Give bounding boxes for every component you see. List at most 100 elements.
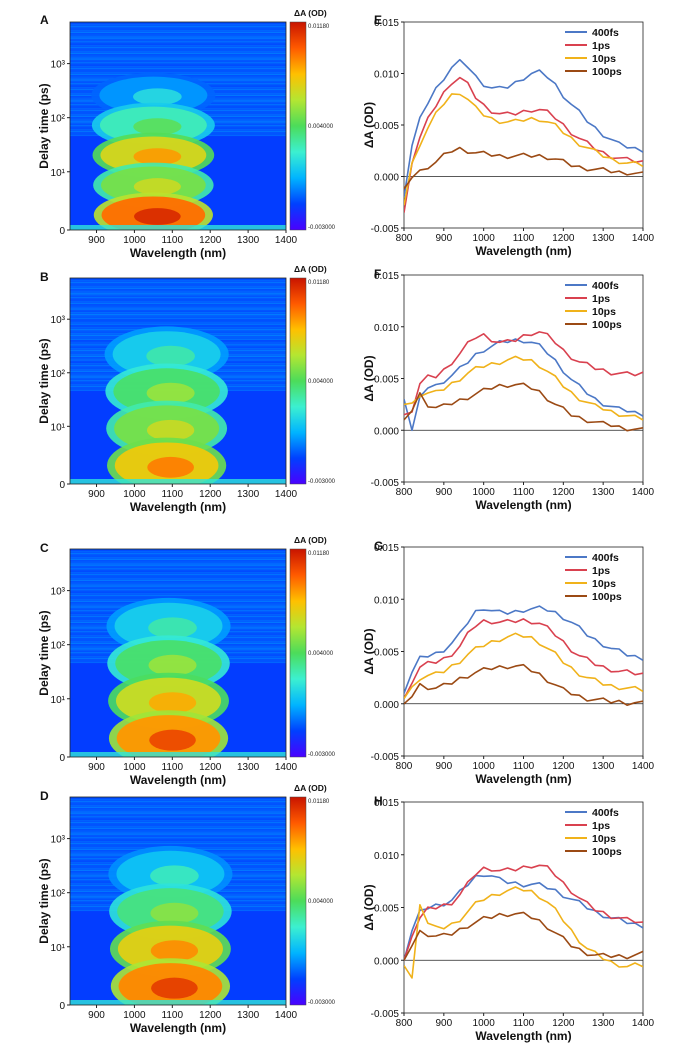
heatmap-band-core	[148, 654, 197, 676]
heatmap-scanline	[70, 804, 286, 807]
panel-label: C	[40, 541, 49, 555]
x-tick-label: 1100	[513, 233, 535, 244]
heatmap-scanline	[70, 46, 286, 49]
heatmap-scanline	[70, 840, 286, 843]
y-tick-label: -0.005	[371, 478, 400, 489]
heatmap-scanline	[70, 596, 286, 599]
heatmap-scanline	[70, 323, 286, 325]
x-tick-label: 1300	[237, 489, 260, 500]
heatmap-scanline	[70, 550, 286, 553]
y-tick-label: 0.005	[374, 648, 399, 659]
heatmap-scanline	[70, 54, 286, 57]
heatmap-scanline	[70, 594, 286, 597]
y-tick-label: 0.000	[374, 426, 399, 437]
heatmap-scanline	[70, 800, 286, 803]
heatmap-band-core	[150, 940, 199, 962]
legend-label: 1ps	[592, 820, 610, 832]
x-tick-label: 1300	[592, 233, 615, 244]
y-tick-label: 0	[59, 1001, 65, 1012]
y-tick-label: 10¹	[51, 168, 66, 179]
x-tick-label: 1400	[275, 489, 298, 500]
heatmap-scanline	[70, 833, 286, 835]
y-tick-label: 10²	[51, 114, 66, 125]
heatmap-scanline	[70, 37, 286, 39]
heatmap-scanline	[70, 585, 286, 587]
heatmap-scanline	[70, 315, 286, 318]
legend-label: 100ps	[592, 66, 622, 78]
colorbar-title: ΔA (OD)	[294, 264, 327, 274]
y-tick-label: 0	[59, 753, 65, 764]
x-tick-label: 1100	[513, 761, 535, 772]
x-tick-label: 900	[435, 233, 452, 244]
y-axis-title: Delay time (ps)	[37, 83, 51, 168]
heatmap-scanline	[70, 583, 286, 585]
x-tick-label: 900	[88, 1010, 105, 1021]
heatmap-scanline	[70, 554, 286, 557]
series-line-1ps	[404, 76, 643, 213]
heatmap-scanline	[70, 825, 286, 828]
heatmap-scanline	[70, 798, 286, 801]
spectrum-panel-F: F 800 900 1000 1100 1200 1300 1400 -0.005 0.000 0.…	[362, 267, 655, 512]
x-tick-label: 1100	[513, 1018, 535, 1029]
x-tick-label: 1000	[123, 489, 146, 500]
x-tick-label: 1200	[199, 235, 222, 246]
x-tick-label: 1200	[199, 1010, 222, 1021]
y-tick-label: 0.015	[374, 271, 399, 282]
heatmap-scanline	[70, 319, 286, 322]
x-tick-label: 800	[396, 233, 413, 244]
y-tick-label: 0	[59, 480, 65, 491]
y-tick-label: 0.010	[374, 851, 399, 862]
plot-frame	[69, 796, 287, 1006]
heatmap-band-core	[146, 345, 195, 367]
heatmap-scanline	[70, 571, 286, 574]
heatmap-scanline	[70, 808, 286, 811]
y-tick-label: 10¹	[51, 422, 66, 433]
y-tick-label: 10³	[51, 587, 66, 598]
heatmap-panel-D: D 900 1000 1100 1200 1300 1400 0 10¹ 10² 10³ Wavele…	[37, 783, 336, 1035]
heatmap-scanline	[70, 560, 286, 563]
heatmap-scanline	[70, 802, 286, 805]
heatmap-scanline	[70, 35, 286, 37]
panel-label: B	[40, 270, 49, 284]
heatmap-scanline	[70, 590, 286, 593]
y-tick-label: 10²	[51, 369, 66, 380]
heatmap-panel-B: B 900 1000 1100 1200 1300 1400 0 10¹ 10² 10³ Wavele…	[37, 264, 336, 514]
heatmap-scanline	[70, 317, 286, 320]
x-tick-label: 1000	[473, 233, 496, 244]
heatmap-scanline	[70, 291, 286, 293]
x-tick-label: 1400	[275, 1010, 298, 1021]
x-tick-label: 900	[88, 489, 105, 500]
x-tick-label: 1100	[162, 235, 184, 246]
series-line-400fs	[404, 605, 643, 694]
x-tick-label: 1200	[199, 762, 222, 773]
legend-label: 1ps	[592, 40, 610, 52]
x-tick-label: 900	[88, 235, 105, 246]
series-line-100ps	[404, 663, 643, 707]
series-line-1ps	[404, 864, 643, 961]
heatmap-band-core	[147, 456, 194, 478]
heatmap-time-zero	[70, 479, 286, 484]
heatmap-band-core	[151, 977, 198, 999]
heatmap-scanline	[70, 67, 286, 70]
heatmap-scanline	[70, 52, 286, 55]
colorbar-min-label: -0.003000	[308, 752, 336, 758]
x-tick-label: 1300	[237, 762, 260, 773]
heatmap-scanline	[70, 816, 286, 818]
x-axis-title: Wavelength (nm)	[130, 1021, 226, 1035]
x-tick-label: 1400	[632, 1018, 655, 1029]
y-tick-label: 0.010	[374, 323, 399, 334]
colorbar-mid-label: 0.004000	[308, 899, 334, 905]
legend-label: 1ps	[592, 293, 610, 305]
x-axis-title: Wavelength (nm)	[130, 500, 226, 514]
x-tick-label: 1400	[632, 487, 655, 498]
heatmap-scanline	[70, 29, 286, 32]
panel-label: G	[374, 539, 383, 553]
y-tick-label: 0.010	[374, 595, 399, 606]
legend-label: 10ps	[592, 306, 616, 318]
heatmap-scanline	[70, 842, 286, 845]
x-tick-label: 1400	[632, 761, 655, 772]
y-axis-title: Delay time (ps)	[37, 610, 51, 695]
colorbar-title: ΔA (OD)	[294, 535, 327, 545]
x-tick-label: 800	[396, 761, 413, 772]
y-axis-title: ΔA (OD)	[362, 628, 376, 674]
